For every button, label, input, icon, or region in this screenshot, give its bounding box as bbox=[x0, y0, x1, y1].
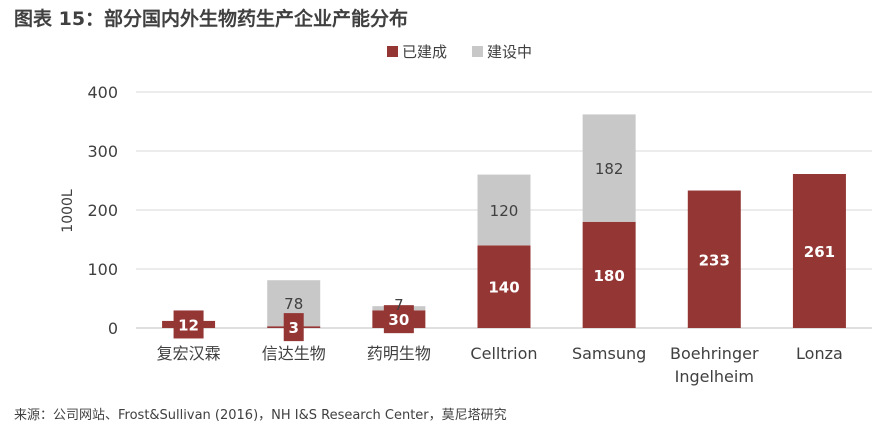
x-tick-label: 药明生物 bbox=[367, 344, 431, 363]
legend: 已建成 建设中 bbox=[387, 43, 532, 61]
x-axis: 复宏汉霖 信达生物 药明生物 Celltrion Samsung Boehringer In… bbox=[157, 344, 843, 386]
data-label-building: 182 bbox=[595, 160, 624, 178]
bar-built bbox=[477, 245, 531, 328]
bar-building bbox=[582, 114, 636, 222]
x-tick-label: Boehringer bbox=[670, 344, 759, 363]
x-tick-label: 复宏汉霖 bbox=[157, 344, 221, 363]
data-label-building: 120 bbox=[490, 202, 519, 220]
data-label-building: 7 bbox=[394, 296, 404, 314]
bar-building bbox=[477, 174, 531, 246]
data-label-built: 12 bbox=[178, 316, 199, 334]
x-tick-label: Lonza bbox=[796, 344, 843, 363]
data-label-built-box bbox=[283, 313, 304, 342]
bar-built bbox=[792, 174, 846, 328]
legend-label: 建设中 bbox=[487, 43, 532, 61]
x-tick-label: Samsung bbox=[572, 344, 646, 363]
data-label-built-box bbox=[383, 305, 414, 334]
data-label-built: 233 bbox=[699, 251, 730, 269]
legend-label: 已建成 bbox=[402, 43, 447, 61]
data-label-built: 30 bbox=[388, 311, 409, 329]
y-tick-label: 400 bbox=[87, 83, 118, 102]
capacity-chart: 0 100 200 300 400 1000L 12 3 78 307 140 120 180 182… bbox=[60, 43, 872, 386]
y-tick-label: 100 bbox=[87, 260, 118, 279]
x-tick-label: Celltrion bbox=[470, 344, 537, 363]
bar-built bbox=[582, 221, 636, 328]
data-label-built-box bbox=[173, 310, 204, 339]
y-tick-label: 200 bbox=[87, 201, 118, 220]
data-label-built: 180 bbox=[593, 267, 624, 285]
data-label-built: 3 bbox=[288, 319, 298, 337]
legend-swatch bbox=[387, 46, 398, 57]
figure-title: 图表 15：部分国内外生物药生产企业产能分布 bbox=[14, 8, 409, 30]
data-label-built: 140 bbox=[488, 279, 519, 297]
source-note: 来源：公司网站、Frost&Sullivan (2016)，NH I&S Res… bbox=[14, 408, 507, 423]
x-tick-label: 信达生物 bbox=[262, 344, 326, 363]
bars: 12 3 78 307 140 120 180 182 233 261 bbox=[162, 114, 846, 342]
data-label-building: 78 bbox=[284, 295, 303, 313]
y-tick-label: 300 bbox=[87, 142, 118, 161]
data-label-built: 261 bbox=[804, 243, 835, 261]
y-axis: 0 100 200 300 400 bbox=[87, 83, 118, 338]
y-axis-label: 1000L bbox=[60, 189, 76, 233]
x-tick-label: Ingelheim bbox=[675, 367, 754, 386]
y-tick-label: 0 bbox=[108, 319, 118, 338]
bar-built bbox=[687, 190, 741, 328]
legend-swatch bbox=[472, 46, 483, 57]
